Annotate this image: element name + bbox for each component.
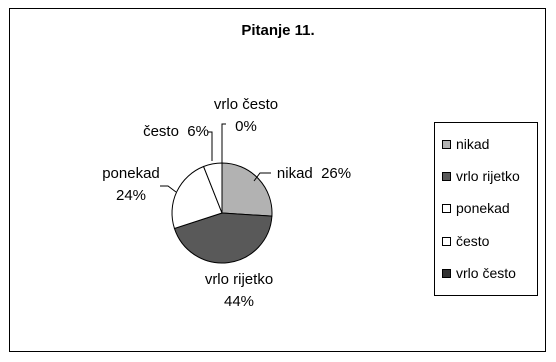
legend-item-vrlo-cesto: vrlo često	[442, 263, 516, 283]
data-label: često 6%	[143, 123, 209, 140]
legend-item-ponekad: ponekad	[442, 198, 510, 218]
legend-swatch	[442, 236, 451, 246]
legend-swatch	[442, 268, 451, 278]
legend-label: ponekad	[456, 200, 510, 216]
data-label: vrlo često	[214, 96, 278, 113]
legend-item-cesto: često	[442, 231, 489, 251]
data-label: nikad 26%	[277, 165, 351, 182]
leader-line	[253, 172, 271, 182]
pie-slice-vrlo-rijetko	[173, 212, 273, 264]
legend-swatch	[442, 203, 451, 213]
data-labels: nikad 26% vrlo rijetko 44% ponekad 24% često …	[102, 96, 351, 310]
legend-label: često	[456, 233, 490, 249]
chart-legend: nikad vrlo rijetko ponekad često vrlo če…	[434, 122, 538, 296]
leader-lines	[160, 123, 271, 193]
legend-label: vrlo često	[456, 265, 516, 281]
leader-line	[221, 123, 226, 163]
legend-item-nikad: nikad	[442, 134, 489, 154]
legend-swatch	[442, 139, 451, 149]
pie-slices	[171, 162, 273, 264]
chart-title: Pitanje 11.	[241, 22, 315, 39]
legend-swatch	[442, 171, 451, 181]
legend-label: nikad	[456, 136, 490, 152]
data-label: vrlo rijetko	[205, 271, 273, 288]
leader-line	[208, 131, 213, 161]
data-label: 44%	[224, 293, 254, 310]
data-label: 24%	[116, 187, 146, 204]
data-label: ponekad	[102, 165, 160, 182]
legend-item-vrlo-rijetko: vrlo rijetko	[442, 166, 520, 186]
legend-label: vrlo rijetko	[456, 168, 520, 184]
data-label: 0%	[235, 118, 257, 135]
pie-slice-nikad	[221, 162, 273, 217]
leader-line	[160, 185, 177, 193]
